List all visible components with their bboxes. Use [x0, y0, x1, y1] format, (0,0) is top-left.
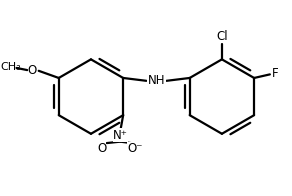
Text: CH₃: CH₃: [0, 62, 21, 72]
Text: Cl: Cl: [216, 30, 228, 43]
Text: O: O: [28, 64, 37, 77]
Text: NH: NH: [148, 74, 165, 87]
Text: N⁺: N⁺: [113, 129, 128, 142]
Text: F: F: [272, 67, 279, 80]
Text: O⁻: O⁻: [127, 142, 142, 155]
Text: O: O: [97, 142, 106, 155]
